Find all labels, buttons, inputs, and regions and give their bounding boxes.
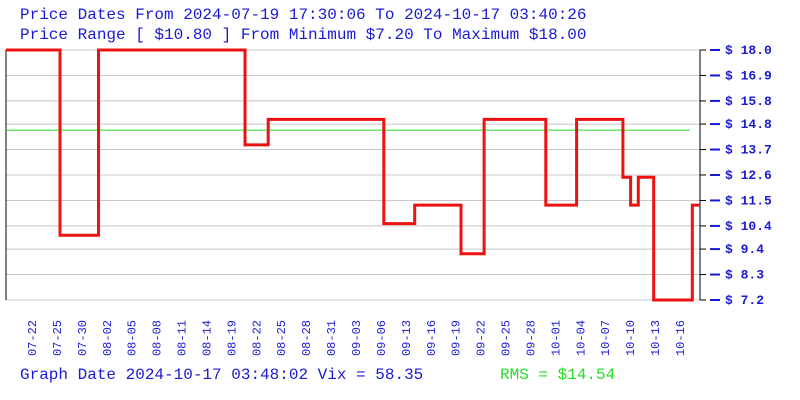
x-tick-label: 07-30 — [76, 320, 90, 356]
x-tick-label: 08-11 — [176, 320, 190, 356]
y-tick-label: $ 8.3 — [725, 268, 764, 283]
chart-title-date-range: Price Dates From 2024-07-19 17:30:06 To … — [20, 6, 587, 24]
y-axis — [5, 49, 720, 301]
x-tick-label: 08-02 — [101, 320, 115, 356]
x-tick-label: 10-16 — [674, 320, 688, 356]
x-tick-label: 09-03 — [350, 320, 364, 356]
x-tick-label: 10-07 — [599, 320, 613, 356]
x-tick-label: 07-25 — [51, 320, 65, 356]
x-tick-label: 08-08 — [151, 320, 165, 356]
x-tick-label: 09-19 — [450, 320, 464, 356]
x-tick-label: 10-04 — [574, 320, 588, 356]
y-tick-label: $ 12.6 — [725, 168, 772, 183]
y-tick-label: $ 15.8 — [725, 94, 772, 109]
x-tick-label: 09-06 — [375, 320, 389, 356]
x-tick-label: 08-31 — [325, 320, 339, 356]
x-tick-label: 07-22 — [26, 320, 40, 356]
x-tick-label: 10-13 — [649, 320, 663, 356]
x-tick-label: 09-16 — [425, 320, 439, 356]
y-tick-label: $ 10.4 — [725, 219, 772, 234]
rms-value: RMS = $14.54 — [500, 366, 616, 384]
x-tick-label: 08-22 — [250, 320, 264, 356]
price-series-layer — [6, 48, 700, 302]
x-tick-label: 09-28 — [525, 320, 539, 356]
x-tick-label: 09-13 — [400, 320, 414, 356]
y-tick-label: $ 18.0 — [725, 43, 772, 58]
x-tick-label: 08-28 — [300, 320, 314, 356]
x-tick-label: 08-05 — [126, 320, 140, 356]
y-tick-labels: $ 18.0 $ 16.9 $ 15.8 $ 14.8 $ 13.7 $ 12.6 $ 11… — [725, 43, 772, 308]
y-tick-label: $ 11.5 — [725, 193, 772, 208]
y-tick-label: $ 14.8 — [725, 117, 772, 132]
x-tick-label: 08-19 — [225, 320, 239, 356]
y-tick-label: $ 13.7 — [725, 143, 772, 158]
y-tick-label: $ 16.9 — [725, 68, 772, 83]
x-tick-label: 10-10 — [624, 320, 638, 356]
chart-subtitle-price-range: Price Range [ $10.80 ] From Minimum $7.2… — [20, 26, 587, 44]
x-tick-label: 08-14 — [201, 320, 215, 356]
x-tick-label: 09-25 — [500, 320, 514, 356]
y-tick-label: $ 7.2 — [725, 293, 764, 308]
x-tick-labels: 07-22 07-25 07-30 08-02 08-05 08-08 08-11 08-14… — [26, 320, 688, 356]
x-tick-label: 10-01 — [549, 320, 563, 356]
graph-date-vix: Graph Date 2024-10-17 03:48:02 Vix = 58.… — [20, 366, 424, 384]
price-line — [6, 48, 700, 302]
x-tick-label: 09-22 — [475, 320, 489, 356]
grid-lines — [6, 49, 700, 301]
x-tick-label: 08-25 — [275, 320, 289, 356]
y-tick-label: $ 9.4 — [725, 242, 764, 257]
